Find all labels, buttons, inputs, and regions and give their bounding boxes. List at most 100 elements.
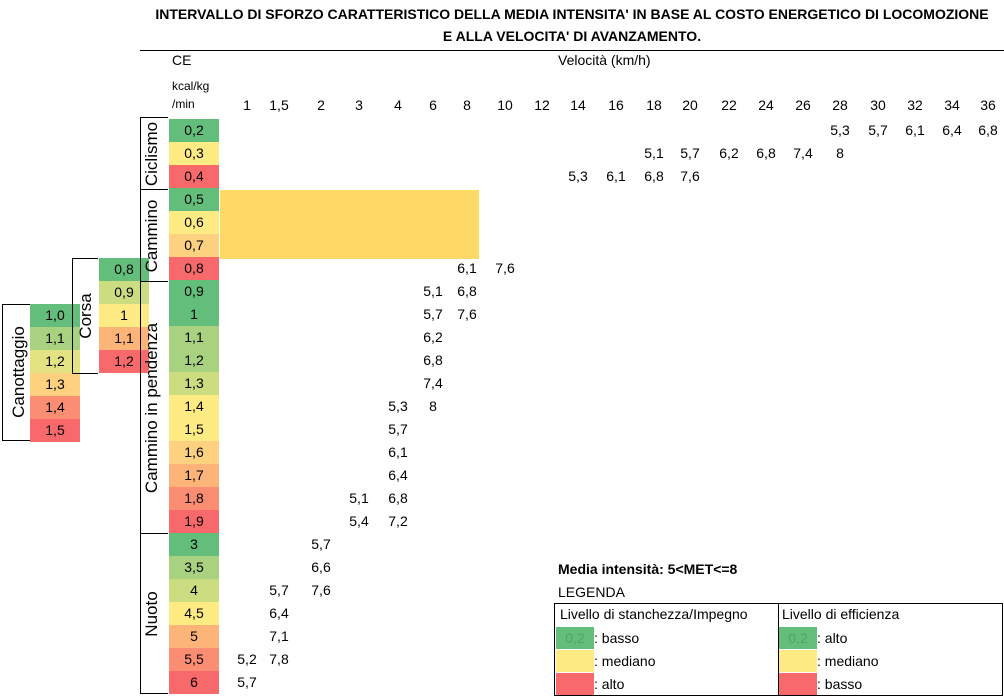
speed-header: 26	[795, 97, 811, 113]
velocity-value: 6,1	[388, 444, 408, 460]
legend-swatch	[556, 673, 594, 695]
group-line	[140, 693, 168, 694]
ce-cell: 1,1	[99, 327, 149, 350]
velocity-value: 6,1	[457, 260, 477, 276]
ce-cell: 1	[169, 303, 219, 326]
legend-label: : alto	[817, 630, 848, 646]
velocity-value: 7,6	[457, 306, 477, 322]
ce-cell: 3	[169, 533, 219, 556]
title-line-2: E ALLA VELOCITA' DI AVANZAMENTO.	[442, 28, 702, 44]
speed-header: 1	[243, 97, 251, 113]
group-line	[2, 440, 30, 441]
velocity-value: 7,2	[388, 513, 408, 529]
group-label-pendenza: Cammino in pendenza	[142, 322, 161, 494]
velocity-value: 7,1	[269, 628, 289, 644]
ce-cell: 1,9	[169, 510, 219, 533]
velocity-value: 6,1	[606, 168, 626, 184]
ce-cell: 0,9	[169, 280, 219, 303]
ce-cell: 1,4	[169, 395, 219, 418]
speed-header: 20	[682, 97, 698, 113]
group-line	[140, 189, 168, 190]
velocity-value: 6,8	[457, 283, 477, 299]
velocity-value: 5,1	[644, 145, 664, 161]
ce-cell: 6	[169, 671, 219, 694]
speed-header: 14	[570, 97, 586, 113]
velocity-value: 6,8	[388, 490, 408, 506]
ce-cell: 1,6	[169, 441, 219, 464]
speed-header: 12	[534, 97, 550, 113]
velocity-value: 7,6	[680, 168, 700, 184]
speed-header: 4	[394, 97, 402, 113]
legend-swatch	[779, 650, 817, 672]
title-line-1: INTERVALLO DI SFORZO CARATTERISTICO DELL…	[155, 6, 989, 22]
velocity-value: 6,8	[756, 145, 776, 161]
ce-cell: 0,8	[99, 258, 149, 281]
velocity-value: 6,1	[905, 122, 925, 138]
legend-swatch: 0,2	[556, 627, 594, 649]
velocity-value: 8	[429, 398, 437, 414]
velocity-label: Velocità (km/h)	[558, 52, 651, 68]
speed-header: 22	[721, 97, 737, 113]
ce-cell: 1,8	[169, 487, 219, 510]
velocity-value: 6,8	[423, 352, 443, 368]
velocity-value: 5,7	[388, 421, 408, 437]
speed-header: 1,5	[269, 97, 289, 113]
group-line	[72, 258, 73, 374]
velocity-value: 7,4	[793, 145, 813, 161]
velocity-value: 5,1	[423, 283, 443, 299]
legend-label: : basso	[817, 676, 863, 692]
velocity-value: 5,3	[830, 122, 850, 138]
legend-left-header: Livello di stanchezza/Impegno	[560, 606, 748, 622]
speed-header: 16	[608, 97, 624, 113]
ce-cell: 0,9	[99, 281, 149, 304]
group-label-corsa: Corsa	[76, 293, 95, 339]
velocity-value: 6,4	[942, 122, 962, 138]
speed-header: 2	[317, 97, 325, 113]
speed-header: 32	[907, 97, 923, 113]
group-line	[140, 533, 168, 534]
legend-swatch	[779, 673, 817, 695]
velocity-value: 5,2	[237, 651, 257, 667]
velocity-value: 8	[836, 145, 844, 161]
legend-divider	[778, 603, 779, 696]
legend-label: : mediano	[594, 653, 656, 669]
speed-header: 24	[758, 97, 774, 113]
velocity-value: 5,7	[237, 674, 257, 690]
intensity-note: Media intensità: 5<MET<=8	[558, 561, 738, 577]
ce-cell: 0,8	[169, 257, 219, 280]
group-label-cammino: Cammino	[142, 199, 161, 273]
velocity-value: 6,8	[644, 168, 664, 184]
velocity-value: 7,4	[423, 375, 443, 391]
ce-cell: 1	[99, 304, 149, 327]
group-line	[140, 117, 141, 694]
group-line	[140, 117, 168, 118]
velocity-value: 6,2	[423, 329, 443, 345]
speed-header: 3	[355, 97, 363, 113]
ce-cell: 5,5	[169, 648, 219, 671]
group-label-canottaggio: Canottaggio	[9, 326, 28, 418]
speed-header: 6	[429, 97, 437, 113]
ce-cell: 1,2	[99, 350, 149, 373]
velocity-value: 5,7	[423, 306, 443, 322]
ce-unit-2: /min	[172, 97, 195, 111]
velocity-value: 7,6	[311, 582, 331, 598]
velocity-value: 6,8	[978, 122, 998, 138]
legend-swatch: 0,2	[779, 627, 817, 649]
group-line	[140, 281, 168, 282]
ce-cell: 1,2	[169, 349, 219, 372]
velocity-value: 7,6	[495, 260, 515, 276]
legend-label: : mediano	[817, 653, 879, 669]
legend-label: : basso	[594, 630, 640, 646]
legend-swatch	[556, 650, 594, 672]
ce-cell: 4	[169, 579, 219, 602]
legend-title: LEGENDA	[558, 584, 625, 600]
velocity-value: 7,8	[269, 651, 289, 667]
speed-header: 30	[870, 97, 886, 113]
ce-cell: 4,5	[169, 602, 219, 625]
ce-cell: 0,7	[169, 234, 219, 257]
velocity-value: 6,4	[269, 605, 289, 621]
ce-cell: 5	[169, 625, 219, 648]
ce-unit-1: kcal/kg	[172, 79, 210, 93]
group-label-nuoto: Nuoto	[142, 591, 161, 637]
ce-cell: 0,5	[169, 188, 219, 211]
